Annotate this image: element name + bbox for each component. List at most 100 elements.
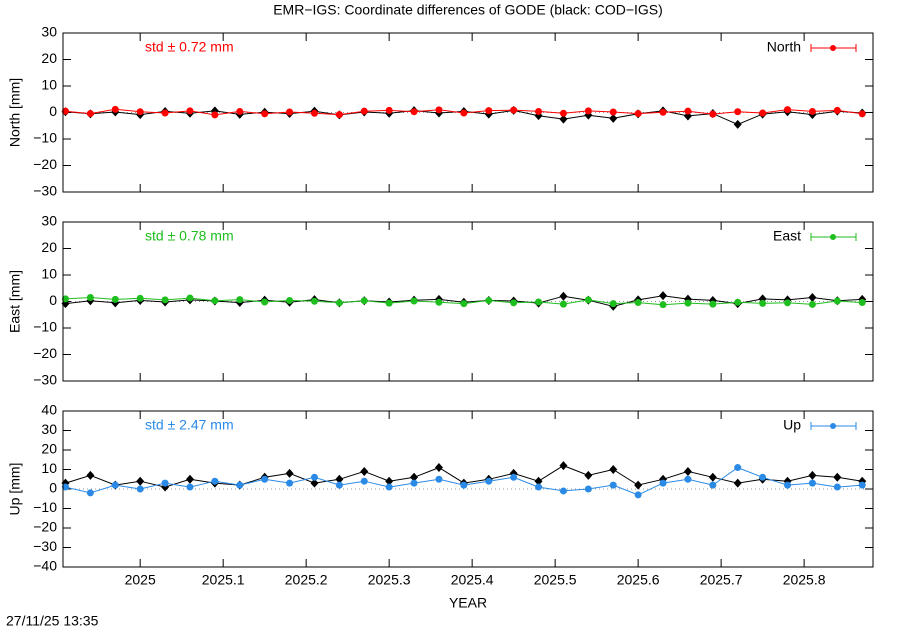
annotation: std ± 0.72 mm: [145, 39, 234, 55]
point: [236, 296, 244, 304]
y-tick-label: 30: [41, 213, 57, 229]
y-tick-label: 10: [41, 460, 57, 476]
point: [86, 294, 94, 302]
y-tick-label: −40: [33, 558, 57, 574]
point: [335, 111, 343, 119]
point: [808, 470, 817, 480]
point: [759, 109, 767, 117]
point: [808, 479, 816, 487]
point: [534, 476, 543, 486]
x-axis-label: YEAR: [449, 595, 487, 611]
point: [609, 300, 617, 308]
y-tick-label: 40: [41, 402, 57, 418]
point: [659, 108, 667, 116]
y-tick-label: −20: [33, 519, 57, 535]
x-tick-label: 2025.3: [368, 572, 411, 588]
point: [634, 299, 642, 307]
point: [335, 299, 343, 307]
point: [186, 107, 194, 115]
point: [784, 106, 792, 114]
y-tick-label: 10: [41, 77, 57, 93]
point: [609, 481, 617, 489]
legend-label: Up: [783, 417, 801, 433]
y-tick-label: −10: [33, 499, 57, 515]
point: [485, 296, 493, 304]
legend-symbol: [830, 423, 836, 429]
point: [385, 476, 394, 486]
point: [584, 107, 592, 115]
y-tick-label: 30: [41, 421, 57, 437]
y-tick-label: 20: [41, 50, 57, 66]
legend-symbol: [830, 234, 836, 240]
point: [510, 106, 518, 114]
point: [161, 109, 169, 117]
point: [858, 299, 866, 307]
point: [161, 479, 169, 487]
y-tick-label: 0: [49, 480, 57, 496]
point: [136, 476, 145, 486]
point: [659, 291, 668, 301]
point: [360, 466, 369, 476]
chart-title: EMR−IGS: Coordinate differences of GODE …: [273, 2, 663, 18]
point: [609, 108, 617, 116]
point: [111, 295, 119, 303]
point: [559, 291, 568, 301]
point: [211, 477, 219, 485]
point: [684, 475, 692, 483]
point: [136, 108, 144, 116]
point: [684, 107, 692, 115]
point: [559, 487, 567, 495]
point: [385, 106, 393, 114]
point: [709, 481, 717, 489]
y-tick-label: 20: [41, 441, 57, 457]
legend-label: North: [767, 39, 801, 55]
point: [584, 485, 592, 493]
point: [460, 300, 468, 308]
point: [111, 481, 119, 489]
point: [86, 489, 94, 497]
point: [634, 480, 643, 490]
point: [385, 299, 393, 307]
point: [759, 473, 767, 481]
point: [410, 472, 419, 482]
point: [634, 110, 642, 118]
y-tick-label: 30: [41, 24, 57, 40]
point: [286, 479, 294, 487]
point: [858, 481, 866, 489]
point: [659, 301, 667, 309]
point: [136, 294, 144, 302]
y-tick-label: −10: [33, 130, 57, 146]
plot-frame: [62, 32, 874, 193]
point: [609, 465, 618, 474]
point: [111, 105, 119, 113]
point: [460, 109, 468, 117]
point: [808, 300, 816, 308]
point: [833, 483, 841, 491]
y-axis-label: Up [mm]: [7, 463, 23, 516]
point: [310, 478, 319, 488]
point: [808, 293, 817, 303]
point: [734, 108, 742, 116]
point: [410, 108, 418, 116]
point: [833, 297, 841, 305]
point: [410, 479, 418, 487]
point: [584, 296, 592, 304]
point: [460, 481, 468, 489]
x-tick-label: 2025.7: [700, 572, 743, 588]
y-tick-label: −30: [33, 183, 57, 199]
y-tick-label: 10: [41, 266, 57, 282]
point: [261, 298, 269, 306]
point: [734, 464, 742, 472]
point: [186, 483, 194, 491]
point: [410, 297, 418, 305]
y-tick-label: −30: [33, 538, 57, 554]
point: [385, 483, 393, 491]
point: [61, 295, 69, 303]
annotation: std ± 0.78 mm: [145, 228, 234, 244]
point: [659, 479, 667, 487]
point: [733, 119, 742, 129]
point: [185, 474, 194, 484]
point: [310, 297, 318, 305]
point: [335, 481, 343, 489]
